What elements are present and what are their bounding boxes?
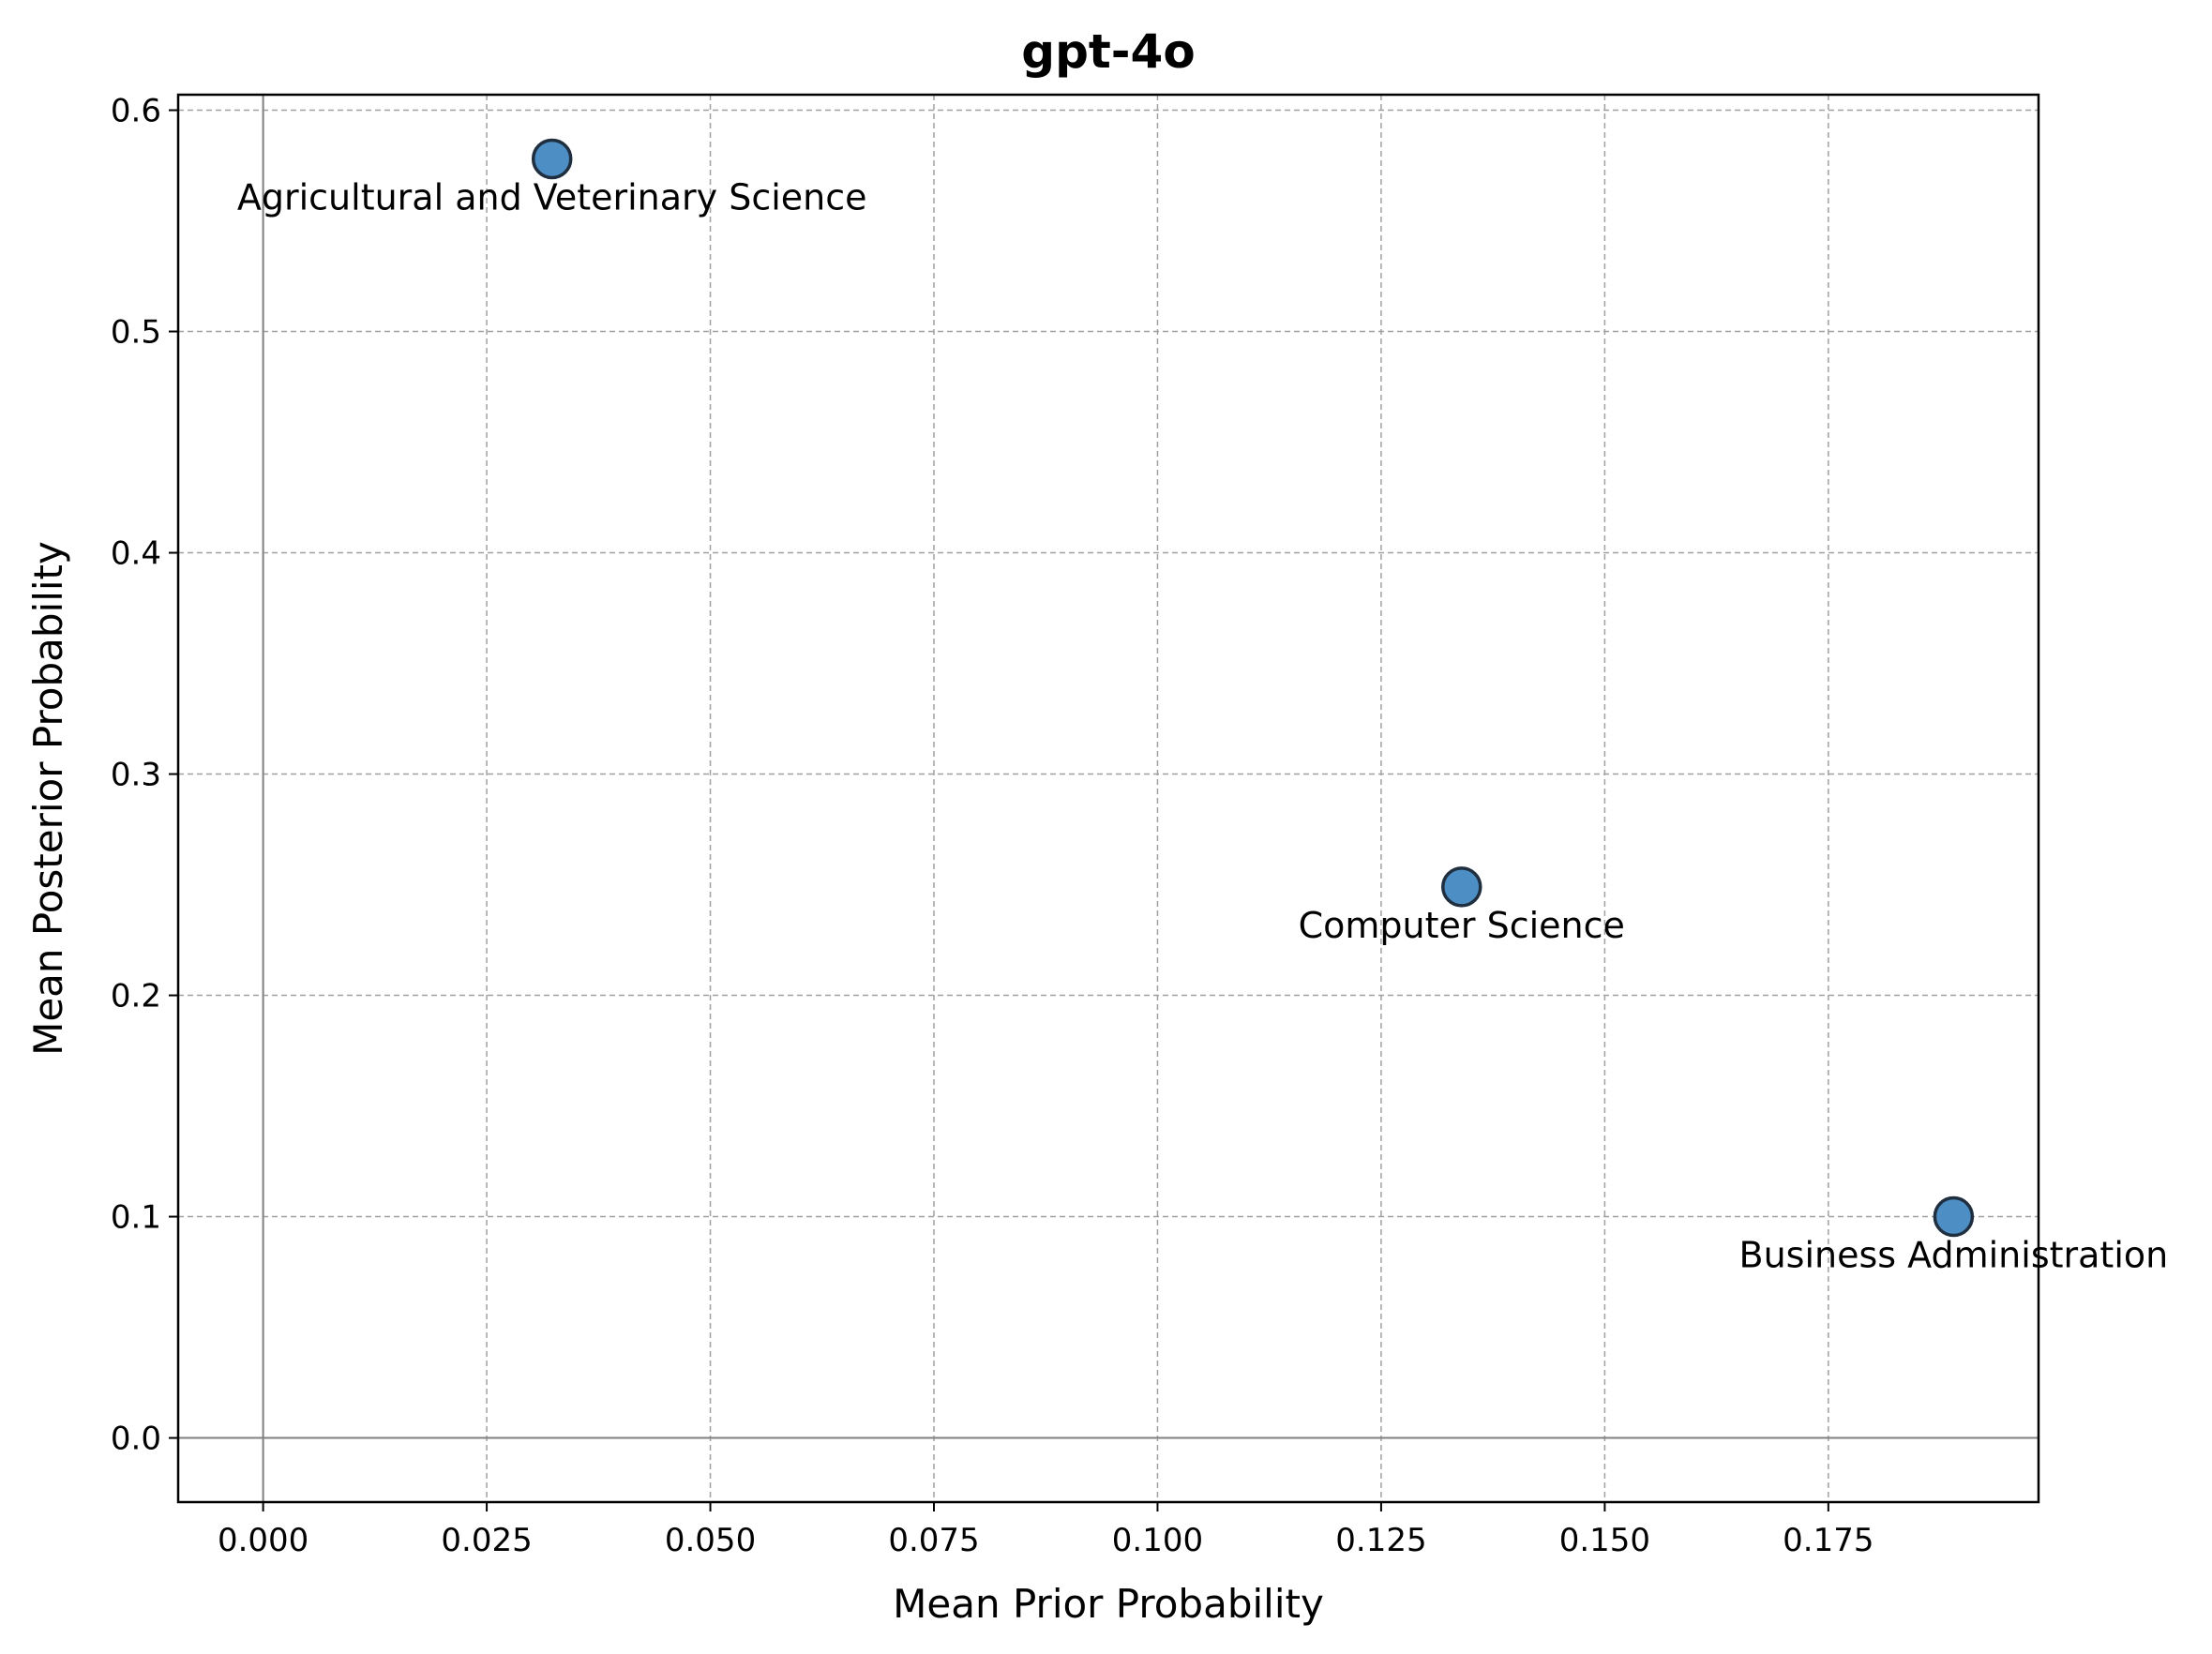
x-tick-label: 0.150 xyxy=(1559,1522,1650,1559)
data-point xyxy=(1933,1195,1975,1238)
y-tick-label: 0.6 xyxy=(111,93,161,130)
x-tick-label: 0.050 xyxy=(665,1522,756,1559)
grid xyxy=(178,95,2039,1502)
point-label: Computer Science xyxy=(1299,905,1625,946)
plot-area-frame xyxy=(176,93,2040,1504)
chart-title: gpt-4o xyxy=(1021,24,1195,79)
x-tick-label: 0.000 xyxy=(218,1522,308,1559)
x-axis-label: Mean Prior Probability xyxy=(893,1581,1324,1627)
x-tick-label: 0.075 xyxy=(888,1522,979,1559)
point-label: Business Administration xyxy=(1739,1235,2169,1276)
y-tick-label: 0.4 xyxy=(111,535,161,573)
x-tick-label: 0.125 xyxy=(1335,1522,1426,1559)
data-point xyxy=(531,138,573,180)
x-tick-label: 0.025 xyxy=(441,1522,532,1559)
y-tick-label: 0.0 xyxy=(111,1421,161,1458)
y-tick-label: 0.1 xyxy=(111,1199,161,1237)
reference-lines xyxy=(178,95,2039,1502)
point-labels: Agricultural and Veterinary Science Compu… xyxy=(237,176,2168,1275)
data-points xyxy=(531,138,1975,1238)
point-label: Agricultural and Veterinary Science xyxy=(237,176,867,218)
data-point xyxy=(1441,866,1482,908)
y-tick-label: 0.2 xyxy=(111,978,161,1015)
y-tick-label: 0.5 xyxy=(111,314,161,352)
axis-ticks: 0.000 0.025 0.050 0.075 0.100 0.125 0.150 0.175… xyxy=(111,93,1874,1559)
y-tick-label: 0.3 xyxy=(111,757,161,794)
x-tick-label: 0.100 xyxy=(1112,1522,1203,1559)
y-axis-label: Mean Posterior Probability xyxy=(25,541,71,1056)
x-tick-label: 0.175 xyxy=(1783,1522,1873,1559)
